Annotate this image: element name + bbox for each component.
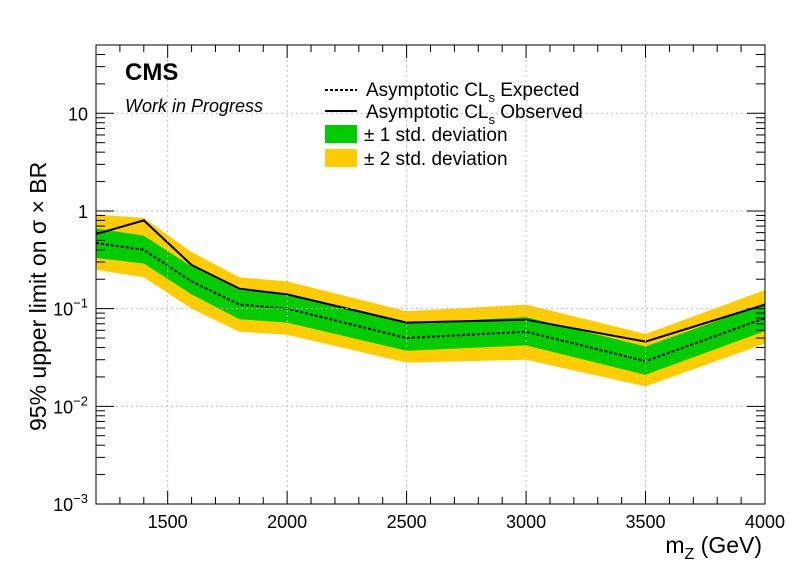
- x-tick-label: 4000: [745, 512, 785, 532]
- legend-expected-rest: Expected: [495, 80, 580, 101]
- observed-limit-line: [95, 219, 766, 343]
- legend-observed-label: Asymptotic CLs Observed: [366, 102, 583, 127]
- y-tick-exponent: −1: [73, 296, 88, 311]
- y-tick-base: 10: [53, 495, 73, 515]
- y-axis-title: 95% upper limit on σ × BR: [25, 162, 51, 431]
- legend-expected-main: Asymptotic CL: [366, 80, 488, 101]
- y-tick-label: 10−2: [53, 393, 88, 417]
- x-axis-title-main: m: [665, 532, 684, 558]
- legend-expected-sub: s: [488, 90, 495, 105]
- x-tick-label: 3000: [506, 512, 546, 532]
- legend-one-sigma-swatch: [325, 125, 357, 143]
- x-tick-label: 2500: [387, 512, 427, 532]
- grid-lines: [96, 45, 765, 504]
- legend: Asymptotic CLs Expected Asymptotic CLs O…: [325, 80, 583, 170]
- legend-two-sigma-swatch: [325, 149, 357, 167]
- y-tick-label: 10−1: [53, 296, 88, 320]
- legend-observed-sub: s: [488, 112, 495, 127]
- legend-one-sigma-label: ± 1 std. deviation: [364, 125, 508, 146]
- y-tick-exponent: −3: [73, 491, 88, 506]
- legend-two-sigma-label: ± 2 std. deviation: [364, 149, 508, 170]
- legend-expected-label: Asymptotic CLs Expected: [366, 80, 579, 105]
- legend-observed-main: Asymptotic CL: [366, 102, 488, 123]
- axis-ticks: [95, 44, 766, 505]
- y-tick-exponent: −2: [73, 393, 88, 408]
- x-axis-title-rest: (GeV): [694, 532, 762, 558]
- experiment-label: CMS: [125, 59, 178, 86]
- x-axis-title-sub: Z: [684, 546, 694, 563]
- y-tick-label: 1: [78, 202, 88, 222]
- y-tick-label: 10: [68, 104, 88, 124]
- x-tick-label: 2000: [267, 512, 307, 532]
- x-tick-label: 3500: [626, 512, 666, 532]
- status-label: Work in Progress: [125, 96, 263, 116]
- y-tick-base: 10: [53, 300, 73, 320]
- plot-area: [95, 214, 766, 387]
- one-sigma-band: [96, 228, 765, 375]
- y-tick-base: 10: [53, 397, 73, 417]
- x-axis-title: mZ (GeV): [665, 532, 762, 563]
- y-tick-label: 10−3: [53, 491, 88, 515]
- x-tick-label: 1500: [148, 512, 188, 532]
- legend-observed-rest: Observed: [495, 102, 583, 123]
